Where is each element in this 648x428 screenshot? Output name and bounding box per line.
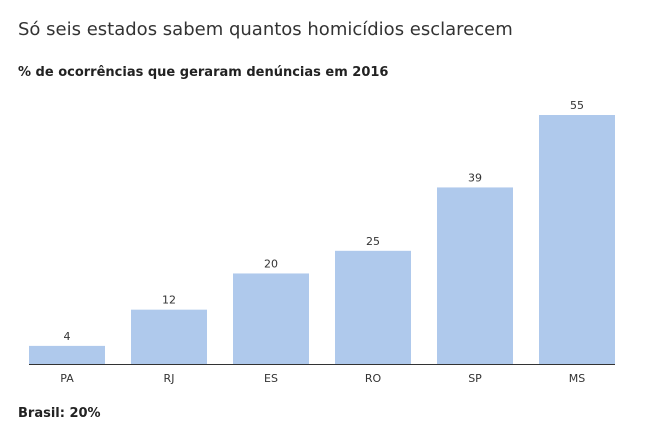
bar-sp	[437, 187, 513, 364]
bar-es	[233, 273, 309, 364]
bar-pa	[29, 345, 105, 364]
data-label-ms: 55	[570, 99, 584, 112]
tick-label-es: ES	[264, 372, 278, 385]
data-label-sp: 39	[468, 171, 482, 184]
labels-layer: 4 12 20 25 39 55	[64, 99, 585, 343]
tick-label-ms: MS	[569, 372, 585, 385]
bar-ms	[539, 115, 615, 364]
brazil-average-note: Brasil: 20%	[18, 406, 101, 421]
tick-label-sp: SP	[468, 372, 482, 385]
tick-label-rj: RJ	[164, 372, 175, 385]
chart-subtitle: % de ocorrências que geraram denúncias e…	[18, 65, 389, 80]
data-label-es: 20	[264, 257, 278, 270]
bar-rj	[131, 309, 207, 364]
x-tick-labels: PA RJ ES RO SP MS	[60, 372, 585, 385]
tick-label-ro: RO	[365, 372, 382, 385]
data-label-rj: 12	[162, 294, 176, 307]
chart-title: Só seis estados sabem quantos homicídios…	[18, 19, 513, 40]
bars-layer	[29, 115, 615, 364]
bar-chart: 4 12 20 25 39 55 PA RJ ES RO SP MS	[29, 99, 615, 385]
tick-label-pa: PA	[60, 372, 74, 385]
data-label-pa: 4	[64, 330, 71, 343]
data-label-ro: 25	[366, 235, 380, 248]
bar-ro	[335, 250, 411, 364]
